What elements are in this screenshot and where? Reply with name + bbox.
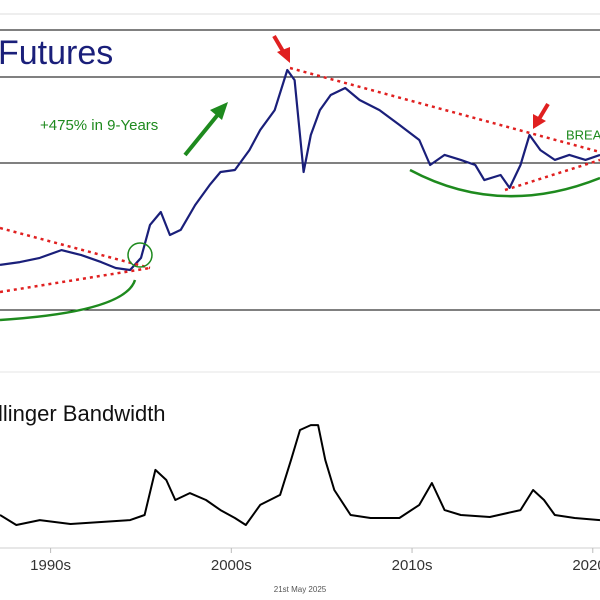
- chart-title: Futures: [0, 34, 113, 72]
- panel-title: llinger Bandwidth: [0, 401, 166, 426]
- arrow-head: [210, 102, 228, 120]
- trend-line: [0, 226, 151, 270]
- arrow-head: [533, 114, 546, 129]
- annotation-shapes: [0, 34, 600, 322]
- x-tick-label: 2000s: [211, 557, 252, 574]
- x-tick-label: 2010s: [392, 557, 433, 574]
- price-line: [0, 424, 600, 526]
- base-arc: [409, 168, 600, 198]
- x-tick-label: 1990s: [30, 557, 71, 574]
- base-arc: [0, 279, 137, 322]
- footer-date: 21st May 2025: [274, 585, 327, 594]
- trend-line: [504, 158, 600, 192]
- annotation: +475% in 9-Years: [40, 117, 158, 134]
- series-layer: 1990s 2000s 2010s 2020s: [0, 68, 600, 574]
- trend-line: [0, 266, 151, 294]
- trend-line: [289, 66, 600, 154]
- arrow: [183, 110, 222, 157]
- x-tick-label: 2020s: [572, 557, 600, 574]
- breakout-circle: [127, 242, 153, 268]
- annotation: BREA: [566, 127, 600, 142]
- arrow: [537, 102, 550, 121]
- arrow-head: [277, 47, 290, 63]
